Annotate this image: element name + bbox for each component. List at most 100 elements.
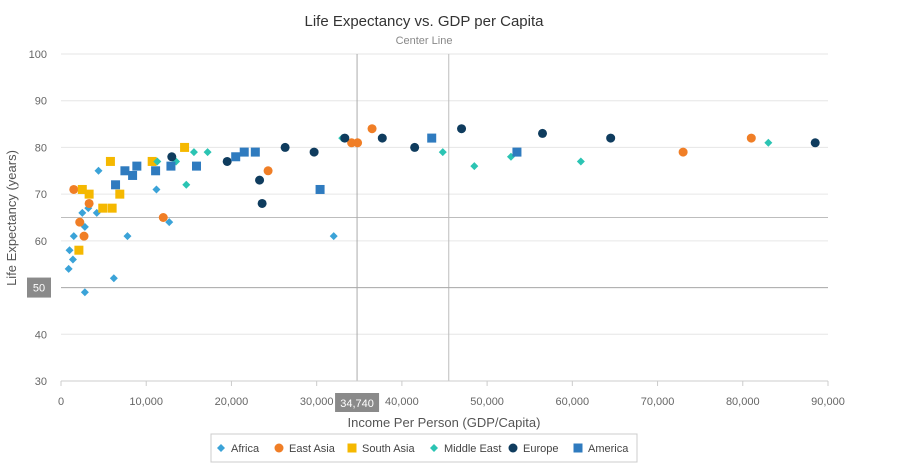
data-point [427,133,437,143]
legend-marker [430,444,438,452]
chart-subtitle: Center Line [396,35,453,47]
data-point [309,147,319,157]
legend-label: Middle East [444,443,501,455]
data-point [457,124,467,134]
series-africa [64,166,338,297]
x-tick-label: 10,000 [129,396,163,408]
data-point [165,218,174,227]
data-point [152,185,161,194]
data-point [74,245,84,255]
x-axis-ticks: 0 10,000 20,000 30,000 40,000 50,000 60,000 70,… [58,380,845,408]
data-point [257,198,267,208]
data-point [98,203,108,213]
data-point [151,166,161,176]
data-point [147,156,157,166]
data-point [470,162,479,171]
data-point [678,147,688,157]
data-point [75,217,85,227]
y-tick-label: 90 [35,96,47,108]
data-point [231,152,241,162]
legend-item-america: America [573,443,629,455]
x-tick-label: 20,000 [215,396,249,408]
x-axis-title: Income Per Person (GDP/Capita) [348,415,541,430]
data-point [167,152,177,162]
data-point [132,161,142,171]
data-point [764,138,773,147]
x-tick-label: 40,000 [385,396,419,408]
data-point [69,232,78,241]
data-point [606,133,616,143]
y-axis-title: Life Expectancy (years) [4,150,19,286]
y-tick-label: 30 [35,376,47,388]
legend-marker [508,443,518,453]
legend-label: Europe [523,443,558,455]
data-point [280,142,290,152]
data-point [80,288,89,297]
legend-item-africa: Africa [217,443,260,455]
legend-marker [274,443,284,453]
legend-marker [217,444,225,452]
legend-item-europe: Europe [508,443,558,455]
data-point [84,189,94,199]
x-tick-label: 30,000 [300,396,334,408]
legend-label: Africa [231,443,260,455]
legend-label: South Asia [362,443,415,455]
data-point [367,124,377,134]
y-tick-label: 100 [29,49,47,61]
legend: Africa East Asia South Asia Middle East Euro… [210,433,638,463]
data-point [94,166,103,175]
data-point [65,246,74,255]
data-point [746,133,756,143]
data-point [239,147,249,157]
data-point [180,142,190,152]
y-tick-label: 70 [35,189,47,201]
data-point [78,208,87,217]
data-point [189,148,198,157]
legend-marker [347,443,357,453]
data-point [329,232,338,241]
data-point [109,274,118,283]
data-point [166,161,176,171]
data-point [263,166,273,176]
data-point [810,138,820,148]
chart-title: Life Expectancy vs. GDP per Capita [304,13,544,30]
series-america [111,133,522,194]
x-tick-label: 60,000 [556,396,590,408]
series-south-asia [74,142,190,255]
data-point [377,133,387,143]
data-point [111,180,121,190]
data-point [77,184,87,194]
legend-item-east-asia: East Asia [274,443,336,455]
y-tick-label: 80 [35,142,47,154]
data-point [153,157,162,166]
y-tick-label: 60 [35,236,47,248]
data-point [115,189,125,199]
y-tick-label: 40 [35,329,47,341]
data-point [250,147,260,157]
x-tick-label: 70,000 [641,396,675,408]
data-point [182,180,191,189]
data-point [120,166,130,176]
x-tick-label: 50,000 [470,396,504,408]
reference-lines [61,54,828,381]
series-east-asia [69,124,756,241]
crosshair-y-label-box [27,277,51,298]
crosshair-x-label: 34,740 [340,398,374,410]
data-point [105,156,115,166]
data-point [68,255,77,264]
data-point [128,170,138,180]
crosshair-labels: 34,740 50 [27,277,380,412]
data-point [315,184,325,194]
series-middle-east [153,134,773,189]
data-point [222,156,232,166]
legend-marker [573,443,583,453]
data-point [255,175,265,185]
data-point [192,161,202,171]
data-points [64,124,820,297]
data-point [340,133,350,143]
data-point [79,231,89,241]
data-point [512,147,522,157]
x-tick-label: 0 [58,396,64,408]
